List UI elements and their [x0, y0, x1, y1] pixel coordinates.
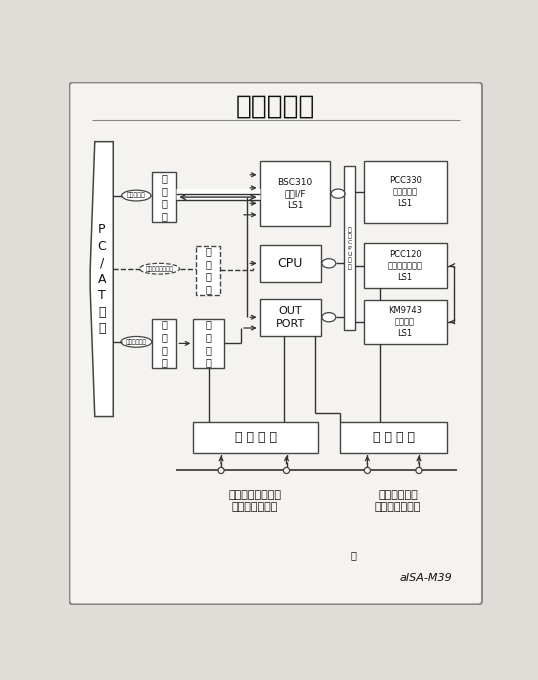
- Circle shape: [416, 467, 422, 473]
- Circle shape: [284, 467, 289, 473]
- Bar: [341, 422, 447, 453]
- Bar: [196, 245, 220, 295]
- Ellipse shape: [122, 190, 151, 201]
- Text: コントロールバス: コントロールバス: [145, 266, 173, 271]
- Text: 出 力 回 路: 出 力 回 路: [372, 431, 415, 444]
- Text: OUT
PORT: OUT PORT: [276, 306, 305, 328]
- Text: 内
部
C
P
U
バ
ス: 内 部 C P U バ ス: [348, 227, 352, 269]
- Text: BSC310
バスI/F
LS1: BSC310 バスI/F LS1: [278, 177, 313, 209]
- Polygon shape: [90, 141, 114, 417]
- Circle shape: [364, 467, 371, 473]
- Text: PCC120
パルスカウンタ
LS1: PCC120 パルスカウンタ LS1: [387, 250, 422, 282]
- Ellipse shape: [139, 263, 180, 274]
- Text: ブロック図: ブロック図: [236, 94, 315, 119]
- Text: P
C
/
A
T
バ
ス: P C / A T バ ス: [97, 223, 106, 335]
- Text: CPU: CPU: [278, 257, 303, 270]
- Text: バ
ッ
フ
ァ: バ ッ フ ァ: [161, 319, 167, 368]
- Text: バ
ッ
フ
ァ: バ ッ フ ァ: [205, 246, 211, 294]
- Bar: [259, 161, 330, 226]
- Text: リミット，原点，
汎用入力信号等: リミット，原点， 汎用入力信号等: [229, 490, 281, 513]
- Ellipse shape: [121, 337, 152, 347]
- Text: バ
ッ
フ
ァ: バ ッ フ ァ: [161, 173, 167, 221]
- Bar: [364, 299, 447, 344]
- Text: aISA-M39: aISA-M39: [399, 573, 452, 583]
- Circle shape: [218, 467, 224, 473]
- Bar: [364, 243, 447, 288]
- Bar: [193, 319, 224, 368]
- Bar: [344, 167, 355, 330]
- Bar: [259, 245, 321, 282]
- Ellipse shape: [322, 258, 336, 268]
- FancyBboxPatch shape: [69, 82, 482, 605]
- Bar: [152, 319, 176, 368]
- Ellipse shape: [331, 189, 345, 199]
- Bar: [152, 173, 176, 222]
- Bar: [364, 161, 447, 222]
- Ellipse shape: [322, 313, 336, 322]
- Text: 入 力 回 路: 入 力 回 路: [235, 431, 277, 444]
- Text: データバス: データバス: [127, 192, 146, 199]
- Bar: [259, 299, 321, 336]
- Text: 注: 注: [351, 550, 357, 560]
- Text: アドレスバス: アドレスバス: [126, 339, 147, 345]
- Text: PCC330
位置数現化
LS1: PCC330 位置数現化 LS1: [388, 175, 421, 207]
- Text: パルス出力，
汎用出力信号等: パルス出力， 汎用出力信号等: [375, 490, 421, 513]
- Text: デ
コ
ー
ダ: デ コ ー ダ: [206, 319, 211, 368]
- Text: KM9743
励磁駆動
LS1: KM9743 励磁駆動 LS1: [388, 306, 422, 338]
- Bar: [193, 422, 318, 453]
